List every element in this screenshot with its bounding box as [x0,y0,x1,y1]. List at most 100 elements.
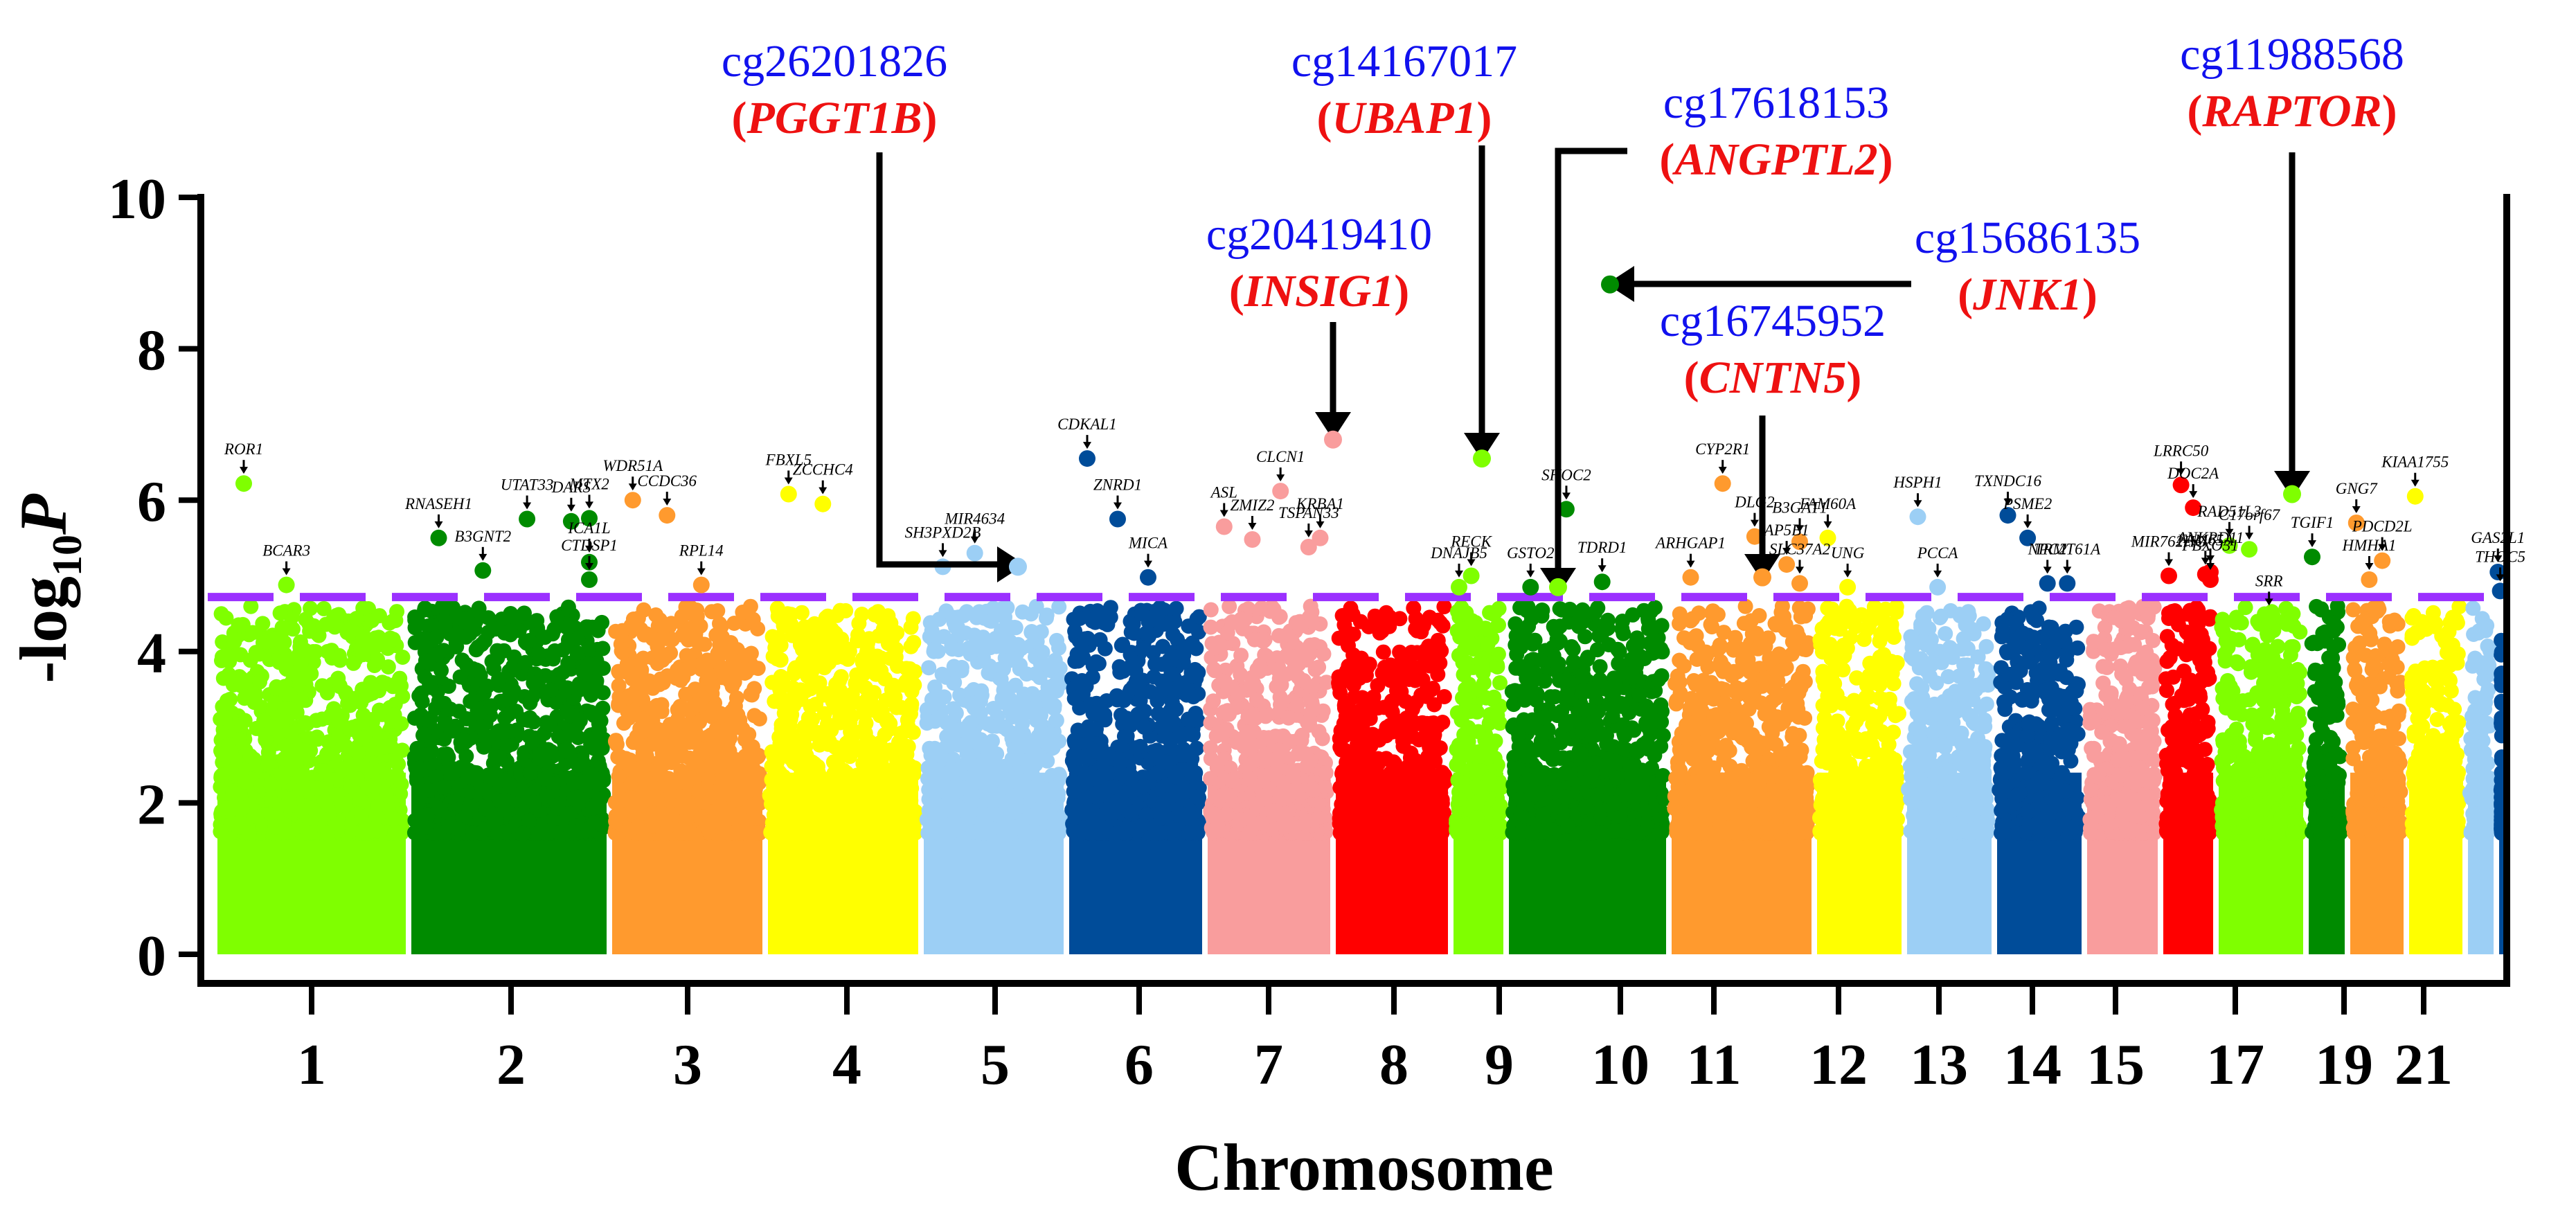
data-point [316,600,332,616]
data-point [812,675,828,691]
data-point [589,673,605,689]
data-point [418,819,434,835]
data-point [788,753,804,769]
data-point [721,825,737,841]
data-point [608,814,624,829]
data-point [220,800,235,816]
data-point [1103,804,1119,820]
data-point [584,657,600,673]
data-point [766,778,782,794]
data-point [1176,747,1192,763]
data-point [539,788,555,804]
data-point [580,821,596,837]
data-point [705,679,721,695]
chromosome-points-2 [406,598,611,954]
data-point [948,705,964,721]
data-point [713,618,729,634]
data-point [1119,728,1135,744]
data-point [278,661,294,677]
data-point [745,612,761,627]
data-point [980,736,996,751]
data-point [811,791,827,806]
data-point [682,722,698,738]
data-point [805,823,821,839]
data-point [635,650,651,666]
data-point [663,755,679,770]
data-point [217,710,233,726]
data-point [1089,609,1104,625]
data-point [818,610,834,625]
data-point [725,787,741,803]
data-point [325,612,341,628]
data-point [1048,713,1064,729]
data-point [566,775,582,791]
data-point [932,809,948,825]
data-point [625,804,641,819]
data-point [537,771,553,787]
chromosome-points-6 [1064,600,1207,954]
data-point [679,825,695,841]
data-point [1020,735,1036,751]
data-point [314,711,330,727]
data-point [1136,719,1152,735]
data-point [349,771,365,786]
data-point [615,645,631,661]
data-point [679,661,694,677]
data-point [1049,632,1064,648]
data-point [308,644,323,659]
data-point [795,654,811,670]
data-point [243,598,259,614]
data-point [1155,639,1171,654]
data-point [956,607,972,623]
data-point [993,671,1009,687]
data-point [1032,825,1048,841]
data-point [994,607,1010,623]
data-point [828,740,843,755]
data-point [1155,681,1171,697]
data-point [342,722,358,738]
data-point [412,762,428,778]
data-point [1163,614,1179,630]
data-point [1077,631,1093,647]
data-point [385,632,401,648]
data-point [407,711,422,726]
data-point [927,740,942,756]
data-point [629,729,645,744]
data-point [364,766,380,782]
data-point [275,713,291,729]
data-point [231,617,247,633]
data-point [936,822,951,838]
data-point [888,649,904,665]
data-point [301,731,316,747]
data-point [737,648,753,663]
data-point [751,747,767,763]
data-point [1023,809,1039,825]
data-point [441,819,457,834]
data-point [927,642,942,657]
data-point [630,790,646,806]
data-point [501,706,517,722]
data-point [855,654,870,670]
data-point [879,785,895,801]
data-point [525,688,541,704]
data-point [320,825,336,841]
data-point [797,636,812,652]
data-point [900,712,915,728]
data-point [393,825,409,841]
data-point [907,663,922,679]
data-point [238,688,253,704]
data-point [369,823,385,839]
data-point [385,811,401,827]
data-point [233,801,249,817]
data-point [310,780,325,796]
data-point [638,749,654,764]
data-point [449,639,465,654]
data-point [544,744,560,760]
data-point [1014,604,1030,620]
data-point [663,616,679,632]
data-point [260,756,276,772]
data-point [1099,693,1115,708]
data-point [433,663,449,679]
data-point [525,734,541,750]
data-point [366,640,382,655]
